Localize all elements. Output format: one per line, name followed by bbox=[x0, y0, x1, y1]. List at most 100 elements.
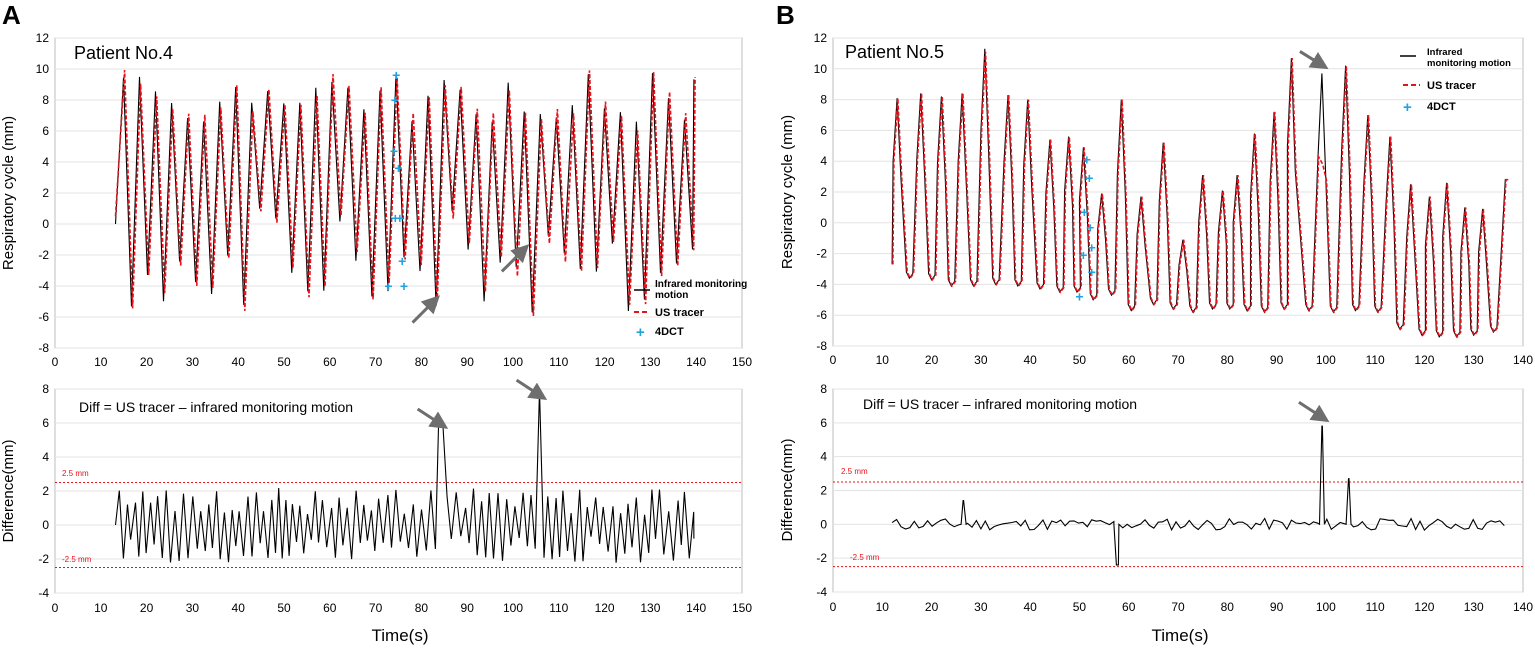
gridlines bbox=[55, 388, 742, 594]
x-tick-label: 140 bbox=[1513, 353, 1533, 367]
x-tick-label: 40 bbox=[232, 355, 246, 369]
legend-4dct-label: 4DCT bbox=[1427, 101, 1456, 113]
x-tick-label: 120 bbox=[1414, 600, 1434, 614]
x-tick-label: 60 bbox=[323, 355, 337, 369]
y-tick-label: 12 bbox=[814, 31, 828, 45]
dct-point: + bbox=[1088, 264, 1096, 280]
y-tick-label: 2 bbox=[42, 186, 49, 200]
panel-letter-b: B bbox=[776, 0, 795, 30]
x-tick-label: 140 bbox=[686, 601, 706, 615]
x-tick-label: 30 bbox=[974, 600, 988, 614]
y-tick-label: 6 bbox=[42, 124, 49, 138]
x-tick-label: 100 bbox=[1316, 353, 1336, 367]
x-axis-title: Time(s) bbox=[1152, 626, 1209, 645]
diff-title: Diff = US tracer – infrared monitoring m… bbox=[79, 399, 353, 415]
x-tick-label: 20 bbox=[925, 353, 939, 367]
annotation-arrow bbox=[1298, 400, 1330, 423]
x-tick-label: 100 bbox=[1316, 600, 1336, 614]
x-tick-label: 130 bbox=[640, 601, 660, 615]
annotation-arrow bbox=[411, 295, 440, 324]
legend-infrared-label: Infrared monitoring motion bbox=[655, 279, 750, 301]
x-tick-label: 150 bbox=[732, 355, 752, 369]
x-tick-label: 90 bbox=[461, 601, 475, 615]
legend-infrared-label: Infrared monitoring motion bbox=[1427, 47, 1511, 69]
legend-us-label: US tracer bbox=[1427, 80, 1477, 92]
x-tick-label: 120 bbox=[595, 355, 615, 369]
gridlines bbox=[833, 388, 1523, 593]
x-tick-label: 90 bbox=[1270, 353, 1284, 367]
x-tick-label: 40 bbox=[232, 601, 246, 615]
y-tick-label: 0 bbox=[42, 518, 49, 532]
y-axis-title: Difference(mm) bbox=[779, 438, 796, 541]
y-tick-label: 8 bbox=[42, 93, 49, 107]
chart-title: Patient No.5 bbox=[845, 42, 944, 62]
threshold-upper-label: 2.5 mm bbox=[62, 469, 89, 478]
series-us-tracer-line bbox=[114, 69, 696, 317]
threshold-lower-label: -2.5 mm bbox=[850, 553, 880, 562]
dct-point: + bbox=[398, 253, 406, 269]
x-tick-label: 50 bbox=[1073, 600, 1087, 614]
y-tick-label: -2 bbox=[816, 551, 827, 565]
x-tick-label: 70 bbox=[369, 601, 383, 615]
legend: Infrared monitoring motion US tracer + 4… bbox=[634, 279, 750, 341]
x-tick-label: 110 bbox=[1366, 600, 1385, 614]
x-tick-label: 50 bbox=[277, 355, 291, 369]
x-tick-label: 70 bbox=[1171, 600, 1185, 614]
x-tick-label: 140 bbox=[1513, 600, 1533, 614]
y-tick-label: -2 bbox=[38, 552, 49, 566]
dct-point: + bbox=[1085, 170, 1093, 186]
x-tick-label: 60 bbox=[1122, 600, 1136, 614]
series-difference-line bbox=[891, 425, 1505, 566]
x-tick-label: 90 bbox=[1270, 600, 1284, 614]
x-tick-label: 80 bbox=[415, 601, 429, 615]
x-tick-label: 150 bbox=[732, 601, 752, 615]
series-group: ++++++++ bbox=[891, 48, 1509, 339]
y-tick-label: -6 bbox=[816, 308, 827, 322]
y-tick-label: 2 bbox=[42, 484, 49, 498]
panel-letter-a: A bbox=[2, 0, 21, 30]
y-axis-title: Respiratory cycle (mm) bbox=[779, 115, 796, 269]
y-tick-label: -6 bbox=[38, 310, 49, 324]
y-tick-label: -4 bbox=[38, 586, 49, 600]
annotation-arrow bbox=[515, 378, 548, 401]
x-tick-label: 110 bbox=[1366, 353, 1385, 367]
x-tick-label: 140 bbox=[686, 355, 706, 369]
x-tick-label: 130 bbox=[1464, 600, 1484, 614]
dct-point: + bbox=[400, 278, 408, 294]
y-tick-label: 10 bbox=[36, 62, 50, 76]
y-tick-label: 0 bbox=[820, 216, 827, 230]
x-tick-label: 130 bbox=[640, 355, 660, 369]
legend-4dct-label: 4DCT bbox=[655, 326, 684, 338]
dct-point: + bbox=[396, 210, 404, 226]
dct-point: + bbox=[1079, 247, 1087, 263]
y-axis-title: Respiratory cycle (mm) bbox=[0, 116, 17, 270]
x-tick-label: 70 bbox=[369, 355, 383, 369]
x-tick-label: 100 bbox=[503, 355, 523, 369]
dct-point: + bbox=[392, 67, 400, 83]
x-tick-label: 0 bbox=[52, 355, 59, 369]
x-tick-label: 30 bbox=[186, 601, 200, 615]
y-tick-label: -8 bbox=[816, 339, 827, 353]
y-tick-label: 6 bbox=[820, 123, 827, 137]
annotation-arrow bbox=[500, 244, 530, 273]
y-tick-label: 8 bbox=[820, 93, 827, 107]
series-group bbox=[55, 378, 742, 568]
x-tick-label: 120 bbox=[1414, 353, 1434, 367]
legend-4dct-marker: + bbox=[1403, 99, 1412, 116]
dct-point: + bbox=[1083, 152, 1091, 168]
annotation-arrow bbox=[416, 407, 449, 429]
y-tick-label: -2 bbox=[816, 247, 827, 261]
dct-point: + bbox=[391, 92, 399, 108]
x-tick-label: 0 bbox=[830, 353, 837, 367]
dct-point: + bbox=[1088, 239, 1096, 255]
series-difference-line bbox=[114, 393, 695, 563]
y-tick-label: 0 bbox=[42, 217, 49, 231]
x-tick-label: 100 bbox=[503, 601, 523, 615]
